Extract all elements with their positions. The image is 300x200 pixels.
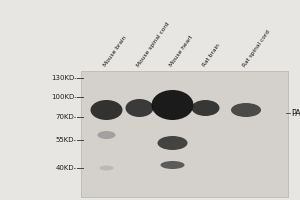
Ellipse shape bbox=[160, 161, 184, 169]
Text: 130KD-: 130KD- bbox=[51, 75, 76, 81]
Text: Mouse spinal cord: Mouse spinal cord bbox=[135, 21, 170, 68]
Text: PAK6: PAK6 bbox=[292, 108, 300, 117]
Text: 40KD-: 40KD- bbox=[56, 165, 76, 171]
Ellipse shape bbox=[152, 90, 194, 120]
Text: Rat spinal cord: Rat spinal cord bbox=[242, 29, 271, 68]
Ellipse shape bbox=[158, 136, 188, 150]
Bar bbox=[81, 71, 288, 197]
Ellipse shape bbox=[98, 131, 116, 139]
Ellipse shape bbox=[191, 100, 220, 116]
Text: 55KD-: 55KD- bbox=[56, 137, 76, 143]
Ellipse shape bbox=[91, 100, 122, 120]
Ellipse shape bbox=[100, 166, 113, 170]
Ellipse shape bbox=[125, 99, 154, 117]
Text: Mouse heart: Mouse heart bbox=[168, 35, 194, 68]
Ellipse shape bbox=[231, 103, 261, 117]
Text: Mouse brain: Mouse brain bbox=[102, 35, 127, 68]
Text: 70KD-: 70KD- bbox=[55, 114, 76, 120]
Text: Rat brain: Rat brain bbox=[201, 43, 221, 68]
Text: 100KD-: 100KD- bbox=[51, 94, 76, 100]
